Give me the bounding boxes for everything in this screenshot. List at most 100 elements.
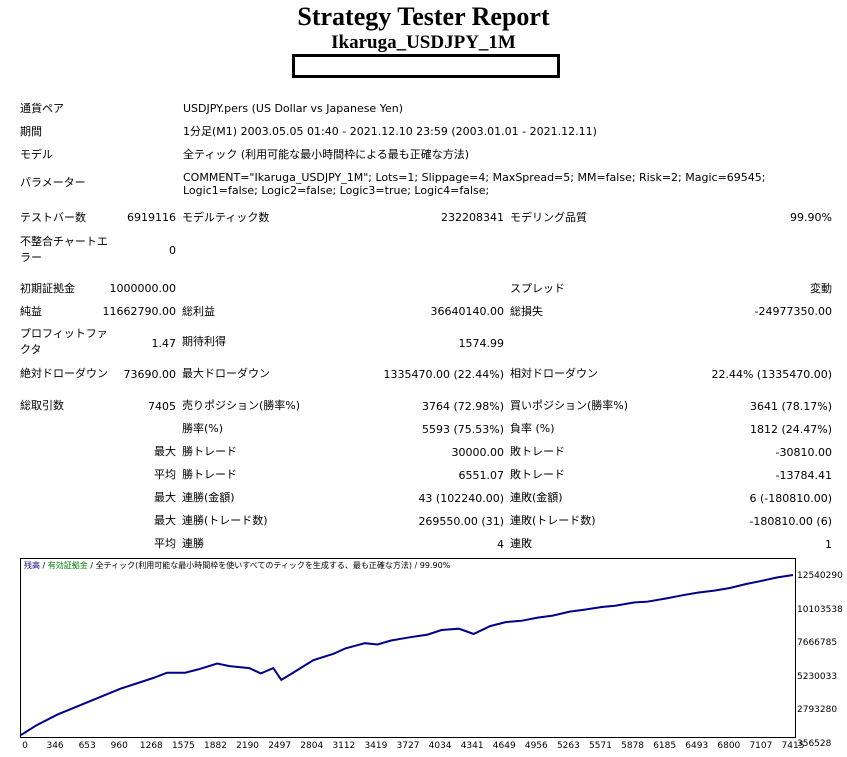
- profit-factor-label: プロフィットファクタ: [20, 327, 108, 356]
- total-trades-value: 7405: [148, 400, 176, 413]
- short-label: 売りポジション(勝率%): [182, 399, 301, 412]
- avg-label-2: 平均: [154, 537, 176, 550]
- consec-loss-value: -180810.00 (6): [749, 515, 832, 528]
- chart-legend: 残高 / 有効証拠金 / 全ティック(利用可能な最小時間枠を使いすべてのティック…: [24, 561, 450, 571]
- x-tick-label: 5263: [556, 741, 580, 751]
- largest-win-label: 勝トレード: [182, 445, 237, 458]
- y-tick-label: 10103538: [797, 604, 843, 615]
- period-label: 期間: [20, 125, 42, 138]
- x-tick-label: 7107: [749, 741, 773, 751]
- y-tick-label: 5230033: [797, 671, 838, 682]
- long-label: 買いポジション(勝率%): [510, 399, 629, 412]
- avg-win-value: 6551.07: [458, 469, 505, 482]
- x-tick-label: 4341: [460, 741, 484, 751]
- consec-profit-label: 連勝(トレード数): [182, 514, 268, 527]
- x-tick-label: 4034: [428, 741, 452, 751]
- abs-dd-label: 絶対ドローダウン: [20, 367, 108, 380]
- x-tick-label: 2190: [236, 741, 260, 751]
- model-value: 全ティック (利用可能な最小時間枠による最も正確な方法): [183, 148, 470, 161]
- rel-dd-value: 22.44% (1335470.00): [711, 368, 832, 381]
- consec-losses-money-label: 連敗(金額): [510, 491, 563, 504]
- mismatch-value: 0: [169, 244, 176, 257]
- rel-dd-label: 相対ドローダウン: [510, 367, 598, 380]
- x-tick-label: 6185: [653, 741, 677, 751]
- net-profit-value: 11662790.00: [102, 305, 176, 318]
- mismatch-label: 不整合チャートエラー: [20, 235, 108, 264]
- spread-label: スプレッド: [510, 282, 565, 295]
- expected-payoff-value: 1574.99: [458, 337, 505, 350]
- x-tick-label: 1268: [139, 741, 163, 751]
- x-tick-label: 346: [46, 741, 64, 751]
- avg-consec-wins-value: 4: [497, 538, 504, 551]
- x-tick-label: 3419: [364, 741, 388, 751]
- x-tick-label: 3727: [396, 741, 420, 751]
- largest-win-value: 30000.00: [451, 446, 505, 459]
- gross-profit-label: 総利益: [182, 305, 215, 318]
- long-value: 3641 (78.17%): [749, 400, 832, 413]
- model-ticks-value: 232208341: [441, 211, 504, 224]
- avg-loss-label: 敗トレード: [510, 468, 565, 481]
- x-tick-label: 4649: [492, 741, 516, 751]
- legend-balance: 残高: [24, 561, 40, 570]
- win-rate-value: 5593 (75.53%): [421, 423, 504, 436]
- model-label: モデル: [20, 148, 53, 161]
- x-tick-label: 6800: [717, 741, 741, 751]
- consec-wins-money-label: 連勝(金額): [182, 491, 235, 504]
- total-trades-label: 総取引数: [20, 399, 64, 412]
- gross-loss-value: -24977350.00: [754, 305, 832, 318]
- y-tick-label: 7666785: [797, 638, 838, 649]
- largest-loss-label: 敗トレード: [510, 445, 565, 458]
- profit-factor-value: 1.47: [151, 337, 177, 350]
- legend-sep: /: [87, 561, 96, 570]
- model-quality-label: モデリング品質: [510, 211, 587, 224]
- avg-consec-losses-value: 1: [825, 538, 832, 551]
- y-tick-label: 356528: [797, 739, 832, 749]
- test-bars-value: 6919116: [127, 211, 176, 224]
- short-value: 3764 (72.98%): [421, 400, 504, 413]
- win-rate-label: 勝率(%): [182, 422, 224, 435]
- legend-quality: 99.90%: [419, 561, 451, 570]
- largest-loss-value: -30810.00: [775, 446, 832, 459]
- initial-deposit-label: 初期証拠金: [20, 282, 75, 295]
- max-label-3: 最大: [154, 514, 176, 527]
- x-tick-label: 0: [22, 741, 28, 751]
- legend-model: 全ティック(利用可能な最小時間枠を使いすべてのティックを生成する、最も正確な方法…: [95, 561, 412, 570]
- spread-value: 変動: [810, 282, 832, 295]
- max-dd-label: 最大ドローダウン: [182, 367, 270, 380]
- gross-loss-label: 総損失: [510, 305, 543, 318]
- params-label: パラメーター: [20, 176, 86, 189]
- avg-win-label: 勝トレード: [182, 468, 237, 481]
- x-tick-label: 5571: [589, 741, 612, 751]
- consec-profit-value: 269550.00 (31): [418, 515, 504, 528]
- consec-wins-money-value: 43 (102240.00): [418, 492, 504, 505]
- max-label-2: 最大: [154, 491, 176, 504]
- avg-loss-value: -13784.41: [775, 469, 832, 482]
- x-tick-label: 5878: [621, 741, 645, 751]
- chart-plot: [21, 574, 794, 736]
- period-value: 1分足(M1) 2003.05.05 01:40 - 2021.12.10 23…: [183, 125, 597, 138]
- x-tick-label: 7415: [781, 741, 805, 751]
- model-ticks-label: モデルティック数: [182, 211, 270, 224]
- redacted-box: [292, 54, 560, 78]
- gross-profit-value: 36640140.00: [430, 305, 504, 318]
- legend-sep: /: [411, 561, 420, 570]
- x-tick-label: 2804: [300, 741, 324, 751]
- legend-sep: /: [40, 561, 48, 570]
- x-tick-label: 4956: [524, 741, 548, 751]
- y-tick-label: 12540290: [797, 571, 843, 581]
- avg-consec-wins-label: 連勝: [182, 537, 204, 550]
- avg-consec-losses-label: 連敗: [510, 537, 532, 550]
- legend-equity: 有効証拠金: [47, 561, 88, 570]
- x-tick-label: 6493: [685, 741, 709, 751]
- balance-chart: 残高 / 有効証拠金 / 全ティック(利用可能な最小時間枠を使いすべてのティック…: [20, 558, 796, 738]
- y-tick-label: 2793280: [797, 705, 838, 716]
- x-tick-label: 2497: [268, 741, 292, 751]
- loss-rate-value: 1812 (24.47%): [749, 423, 832, 436]
- x-tick-label: 1575: [171, 741, 195, 751]
- x-tick-label: 1882: [204, 741, 227, 751]
- report-title: Strategy Tester Report: [297, 2, 550, 31]
- x-tick-label: 3112: [332, 741, 356, 751]
- expected-payoff-label: 期待利得: [182, 335, 226, 348]
- max-label-1: 最大: [154, 445, 176, 458]
- avg-label-1: 平均: [154, 468, 176, 481]
